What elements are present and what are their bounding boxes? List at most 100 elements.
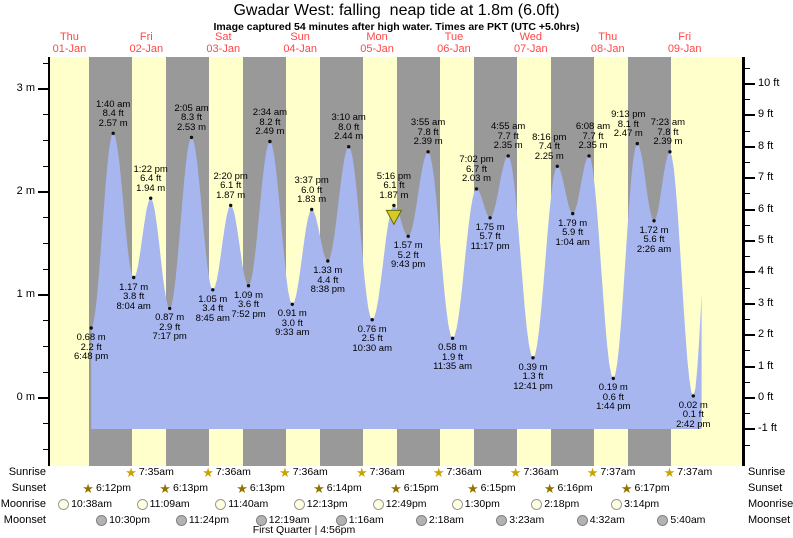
right-axis-label: 4 ft — [758, 265, 774, 278]
tide-event-dot — [392, 203, 396, 208]
day-weekday: Fri — [678, 31, 692, 43]
right-axis-minor-tick — [745, 256, 750, 258]
tide-annotation-line: 0.58 m — [438, 342, 468, 354]
sunset-star-icon: ★ — [467, 481, 479, 496]
right-axis-label: 10 ft — [758, 77, 780, 90]
tide-annotation-line: 2.39 m — [413, 136, 443, 148]
left-axis-minor-tick — [43, 423, 48, 425]
tide-annotation-high: 3:37 pm 6.0 ft 1.83 m — [280, 176, 344, 205]
moonset-circle-icon — [576, 515, 588, 526]
sunset-entry: ★ 6:16pm — [544, 482, 593, 495]
tide-annotation-line: 5.6 ft — [643, 234, 665, 246]
left-axis-minor-tick — [43, 114, 48, 116]
tide-annotation-line: 2.35 m — [493, 140, 523, 152]
tide-annotation-line: 1.9 ft — [442, 351, 464, 363]
right-axis-label: 0 ft — [758, 391, 774, 403]
tide-annotation-line: 9:43 pm — [391, 259, 426, 271]
tide-annotation-line: 2:26 am — [636, 243, 672, 255]
tide-annotation-line: 1.87 m — [379, 189, 409, 201]
tide-annotation-line: 4.4 ft — [317, 274, 339, 286]
sunset-star-icon: ★ — [390, 481, 402, 496]
tide-annotation-low: 0.87 m 2.9 ft 7:17 pm — [138, 313, 202, 342]
sunrise-star-icon: ★ — [432, 465, 445, 480]
tide-annotation-line: 1.09 m — [233, 289, 264, 301]
right-axis-minor-tick — [745, 193, 750, 195]
row-label-moonrise-right: Moonrise — [748, 498, 793, 510]
sunrise-time: 7:36am — [369, 466, 405, 478]
moonset-circle-icon — [175, 515, 187, 526]
right-axis-minor-tick — [745, 224, 750, 226]
day-weekday: Wed — [519, 31, 543, 43]
sunrise-star-icon: ★ — [356, 465, 368, 480]
tide-annotation-line: 7:02 pm — [459, 154, 494, 166]
tide-event-dot — [635, 141, 639, 146]
tide-annotation-low: 0.58 m 1.9 ft 11:35 am — [421, 343, 485, 372]
tide-annotation-low: 1.33 m 4.4 ft 8:38 pm — [296, 266, 360, 295]
moonrise-time: 3:14pm — [624, 498, 660, 510]
tide-event-dot — [211, 288, 215, 292]
left-axis-minor-tick — [43, 165, 48, 167]
day-weekday: Tue — [444, 31, 464, 43]
moonset-entry: 10:30pm — [96, 514, 150, 527]
moonset-time: 1:16am — [348, 514, 384, 526]
tide-annotation-line: 6.7 ft — [465, 163, 488, 175]
moonset-entry: 5:40am — [657, 514, 705, 527]
day-date: 08-Jan — [590, 42, 625, 55]
tide-annotation-high: 5:16 pm 6.1 ft 1.87 m — [362, 172, 426, 201]
tide-annotation-line: 0.19 m — [598, 382, 628, 394]
tide-annotation-high: 1:22 pm 6.4 ft 1.94 m — [119, 165, 183, 194]
tide-annotation-line: 8:04 am — [116, 300, 151, 312]
right-axis-minor-tick — [745, 413, 750, 415]
day-label: Mon 05-Jan — [342, 31, 412, 55]
sunset-time: 6:14pm — [326, 482, 362, 494]
row-label-sunrise-left: Sunrise — [8, 466, 46, 478]
sunrise-star-icon: ★ — [509, 465, 522, 480]
tide-annotation-high: 7:02 pm 6.7 ft 2.03 m — [445, 155, 509, 184]
right-axis-tick — [745, 302, 755, 305]
right-axis-tick — [745, 271, 755, 274]
tide-annotation-low: 1.57 m 5.2 ft 9:43 pm — [376, 241, 440, 270]
left-axis-label: 1 m — [16, 288, 35, 300]
tide-annotation-line: 1.83 m — [297, 194, 327, 205]
day-weekday: Sun — [290, 31, 310, 43]
moonrise-entry: 11:40am — [215, 498, 268, 511]
tide-event-dot — [149, 196, 153, 200]
tide-annotation-line: 3.0 ft — [281, 317, 303, 329]
right-axis-tick — [745, 114, 755, 117]
left-axis-minor-tick — [43, 449, 48, 450]
sunrise-entry: ★ 7:36am — [510, 466, 559, 479]
right-axis-label: 9 ft — [758, 108, 774, 121]
tide-annotation-line: 7.8 ft — [417, 126, 439, 138]
right-axis-label: 6 ft — [758, 202, 774, 215]
tide-annotation-line: 2.47 m — [613, 128, 643, 140]
moonrise-entry: 10:38am — [58, 498, 112, 511]
sunrise-entry: ★ 7:37am — [587, 466, 636, 479]
right-axis-tick — [745, 397, 755, 399]
tide-annotation-line: 2:34 am — [252, 107, 288, 118]
tide-annotation-line: 3:10 am — [331, 112, 366, 124]
right-axis-minor-tick — [745, 381, 750, 383]
left-axis-minor-tick — [43, 371, 48, 373]
right-axis-tick — [745, 177, 755, 180]
sunset-star-icon: ★ — [543, 481, 556, 496]
tide-annotation-line: 4:55 am — [491, 121, 526, 133]
tide-annotation-line: 8.2 ft — [259, 116, 281, 128]
sunset-star-icon: ★ — [620, 481, 633, 496]
tide-annotation-high: 1:40 am 8.4 ft 2.57 m — [81, 100, 145, 129]
tide-annotation-line: 0.39 m — [518, 361, 548, 373]
tide-event-dot — [668, 150, 672, 154]
sunset-star-icon: ★ — [159, 481, 171, 496]
day-label: Fri 02-Jan — [111, 31, 181, 55]
moon-phase-note: First Quarter | 4:56pm — [252, 524, 356, 536]
tide-annotation-line: 2.9 ft — [159, 321, 181, 333]
moonrise-entry: 12:13pm — [293, 498, 348, 511]
tide-annotation-line: 1:04 am — [555, 236, 590, 248]
day-date: 03-Jan — [206, 42, 241, 55]
tide-event-dot — [168, 306, 172, 311]
moonset-time: 12:19am — [268, 514, 310, 526]
tide-annotation-line: 0.68 m — [76, 332, 106, 343]
tide-event-dot — [229, 203, 233, 208]
tide-annotation-line: 5:16 pm — [376, 170, 412, 182]
left-axis-tick — [38, 294, 48, 296]
